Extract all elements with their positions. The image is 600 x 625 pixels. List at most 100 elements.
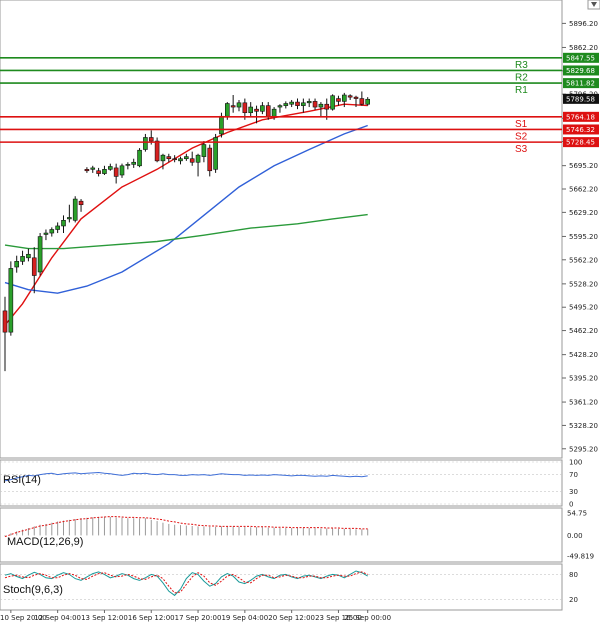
candle	[312, 98, 318, 110]
candle	[172, 155, 177, 163]
level-name: R3	[515, 60, 528, 71]
candle	[230, 95, 236, 113]
last-price-label: 5789.58	[566, 95, 595, 103]
pivot-level-s3: S3 5728.45	[0, 137, 599, 155]
stoch-series-line	[4, 571, 368, 594]
candle	[254, 105, 259, 124]
candle	[43, 229, 49, 241]
level-value: 5728.45	[566, 139, 595, 147]
candle	[14, 255, 19, 273]
rsi-tick-label: 30	[569, 488, 578, 496]
time-tick-label: 19 Sep 04:00	[221, 614, 268, 622]
macd-histogram	[4, 516, 369, 537]
candle	[67, 204, 72, 223]
rsi-title: RSI(14)	[3, 474, 41, 486]
candle	[55, 222, 60, 234]
pivot-level-r3: R3 5847.55	[0, 52, 599, 71]
price-tick-label: 5495.20	[569, 304, 598, 312]
price-tick-label: 5595.20	[569, 233, 598, 241]
level-value: 5764.18	[566, 113, 595, 121]
level-name: R2	[515, 72, 528, 83]
level-value: 5847.55	[566, 54, 595, 62]
stoch-tick-label: 20	[569, 596, 578, 604]
time-tick-label: 12 Sep 04:00	[34, 614, 81, 622]
candle	[213, 133, 218, 173]
chevron-down-icon	[591, 2, 597, 7]
rsi-tick-label: 100	[569, 459, 582, 467]
price-tick-label: 5328.20	[569, 422, 598, 430]
candle	[160, 153, 166, 170]
chart-shift-button[interactable]	[587, 0, 600, 10]
macd-axis: 54.75 0.00 -49.819	[567, 509, 594, 560]
level-name: S1	[515, 119, 528, 130]
candle	[318, 102, 324, 117]
level-value: 5746.32	[566, 126, 595, 134]
candle	[26, 248, 31, 262]
moving-average-line	[4, 124, 368, 294]
time-tick-label: 13 Sep 12:00	[81, 614, 128, 622]
candle	[359, 91, 365, 106]
price-tick-label: 5295.20	[569, 445, 598, 453]
candle	[277, 104, 283, 113]
candle	[61, 215, 66, 234]
candle	[341, 92, 347, 108]
price-tick-label: 5629.20	[569, 209, 598, 217]
rsi-tick-label: 0	[569, 501, 573, 509]
price-tick-label: 5862.20	[569, 44, 598, 52]
price-panel: 5896.205862.205829.205796.205762.205729.…	[0, 0, 600, 459]
macd-signal-line	[4, 516, 368, 538]
candle	[90, 165, 96, 173]
last-price-marker: 5789.58	[563, 93, 599, 104]
candle	[260, 102, 265, 115]
price-tick-label: 5662.20	[569, 186, 598, 194]
time-tick-label: 23 Sep 16:00	[315, 614, 362, 622]
pivot-level-s1: S1 5764.18	[0, 111, 599, 130]
price-tick-label: 5428.20	[569, 351, 598, 359]
candle	[8, 261, 14, 336]
candle	[301, 98, 306, 113]
candle	[336, 95, 341, 106]
candle	[119, 163, 125, 178]
level-value: 5811.82	[566, 80, 595, 88]
candle	[125, 162, 131, 170]
pivot-levels: R3 5847.55 R2 5829.68 R1 5811.82 S1 5764.18 S2 57…	[0, 52, 599, 155]
candle	[201, 141, 207, 163]
candle	[49, 227, 55, 237]
candle	[20, 250, 25, 265]
candle	[131, 158, 136, 168]
candle	[31, 247, 37, 294]
price-tick-label: 5462.20	[569, 327, 598, 335]
candle	[96, 167, 101, 177]
candle	[195, 153, 201, 177]
candle	[184, 153, 189, 161]
macd-tick-label: 54.75	[567, 509, 587, 517]
stoch-axis: 80 20	[0, 571, 578, 604]
candle	[2, 296, 8, 372]
candle	[102, 165, 107, 175]
macd-panel: 54.75 0.00 -49.819 MACD(12,26,9)	[0, 507, 594, 563]
candle	[365, 97, 371, 106]
price-tick-label: 5361.20	[569, 399, 598, 407]
stoch-series-line	[4, 570, 368, 597]
candle	[330, 94, 335, 111]
moving-average-line	[4, 213, 368, 250]
stoch-tick-label: 80	[569, 571, 578, 579]
price-tick-label: 5695.20	[569, 162, 598, 170]
price-tick-label: 5896.20	[569, 20, 598, 28]
candle	[283, 101, 289, 109]
candle	[166, 153, 172, 163]
candle	[236, 99, 242, 112]
candle	[248, 102, 253, 117]
candle	[295, 98, 300, 110]
stoch-title: Stoch(9,6,3)	[3, 584, 63, 596]
candle	[78, 199, 84, 212]
macd-title: MACD(12,26,9)	[7, 536, 83, 548]
price-tick-label: 5562.20	[569, 256, 598, 264]
level-name: R1	[515, 85, 528, 96]
candle	[37, 233, 43, 276]
stoch-series	[4, 570, 368, 597]
time-tick-label: 25 Sep 00:00	[344, 614, 391, 622]
pivot-level-r1: R1 5811.82	[0, 78, 599, 96]
